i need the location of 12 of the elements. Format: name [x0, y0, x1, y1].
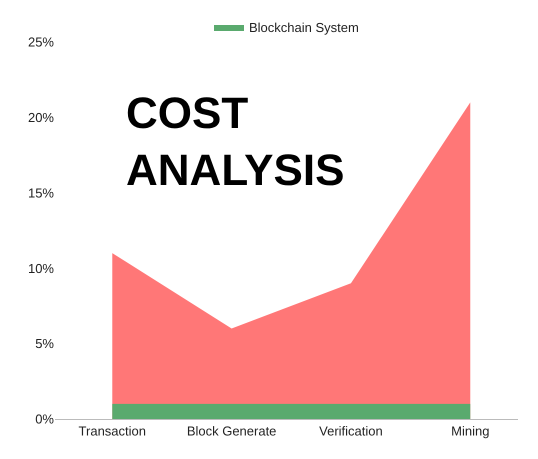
text: COST ANALYSIS — [126, 89, 344, 196]
x-tick-label: Block Generate — [186, 424, 276, 439]
y-tick-label: 20% — [28, 110, 54, 125]
y-tick-label: 25% — [28, 34, 54, 50]
y-tick-label: 0% — [35, 412, 54, 427]
y-tick-label: 15% — [28, 185, 54, 200]
x-tick-label: Mining — [451, 424, 490, 439]
y-tick-label: 5% — [35, 336, 54, 352]
y-tick-label: 10% — [28, 260, 54, 276]
legend-label: Blockchain System — [249, 20, 359, 36]
x-tick-label: Verification — [319, 424, 383, 439]
x-tick-label: Transaction — [78, 424, 146, 439]
